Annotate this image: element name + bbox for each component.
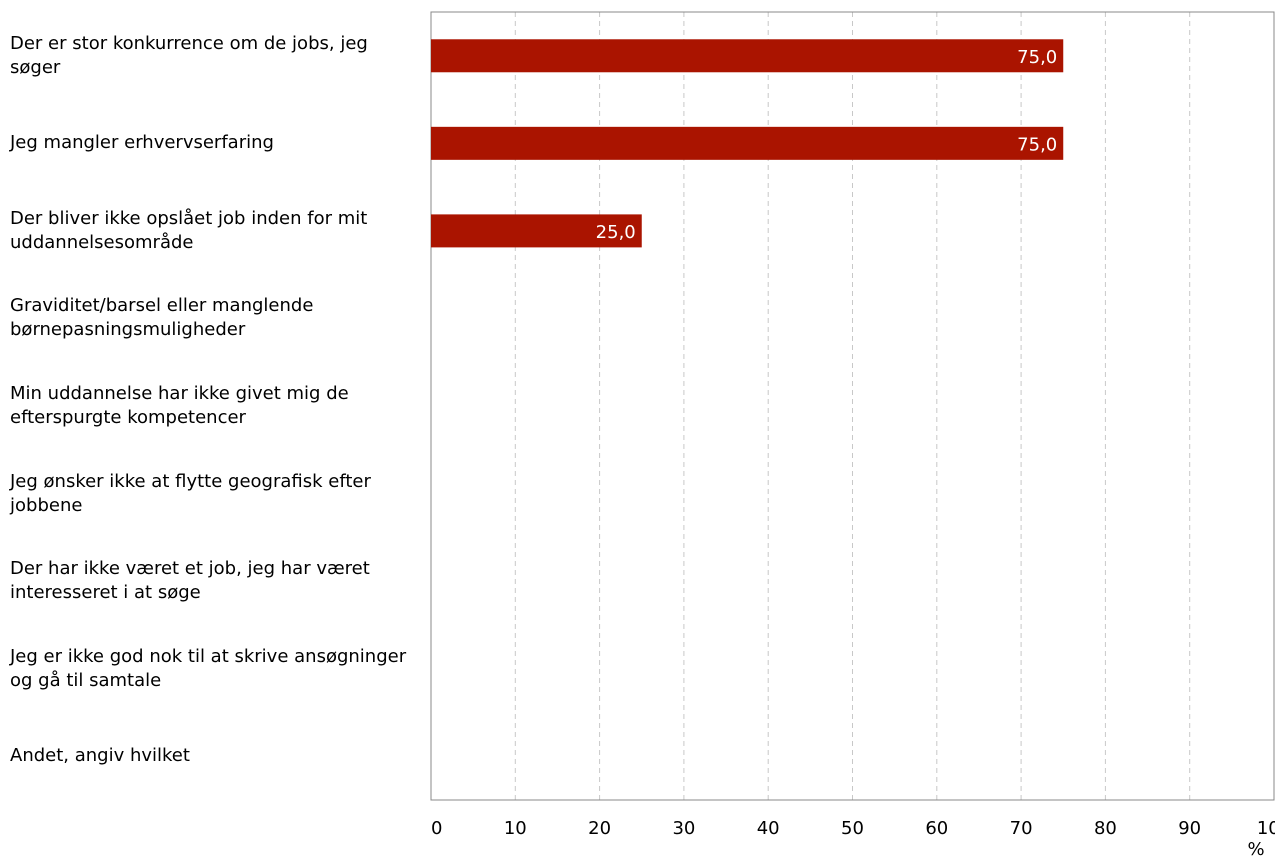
x-tick-label: 40 [757,818,780,839]
y-tick-label: Min uddannelse har ikke givet mig de eft… [10,383,349,428]
x-tick-label: 0 [431,818,442,839]
y-tick-label: Andet, angiv hvilket [10,745,190,767]
y-tick-label: Jeg ønsker ikke at flytte geografisk eft… [10,470,371,516]
y-tick-label: Der har ikke været et job, jeg har været… [10,558,370,604]
x-tick-label: 10 [504,818,527,839]
y-tick-label: Der bliver ikke opslået job inden for mi… [10,207,368,253]
bar [431,214,642,248]
x-tick-label: 90 [1178,818,1201,839]
value-label: 75,0 [1017,134,1057,155]
bar [431,126,1064,160]
x-tick-label: 50 [841,818,864,839]
y-tick-label: Jeg er ikke god nok til at skrive ansøgn… [10,645,407,691]
value-label: 75,0 [1017,47,1057,68]
y-tick-label: Jeg mangler erhvervserfaring [10,132,274,154]
x-tick-label: 20 [588,818,611,839]
value-label: 25,0 [596,222,636,243]
x-tick-label: 100 [1257,818,1275,839]
x-tick-label: 60 [925,818,948,839]
y-tick-label: Graviditet/barsel eller manglende børnep… [10,295,314,341]
x-tick-label: 80 [1094,818,1117,839]
x-axis-label: % [1247,839,1264,857]
plot-frame [430,11,1275,801]
x-tick-label: 30 [672,818,695,839]
y-tick-label: Der er stor konkurrence om de jobs, jeg … [10,32,368,78]
bar [431,39,1064,73]
x-tick-label: 70 [1010,818,1033,839]
